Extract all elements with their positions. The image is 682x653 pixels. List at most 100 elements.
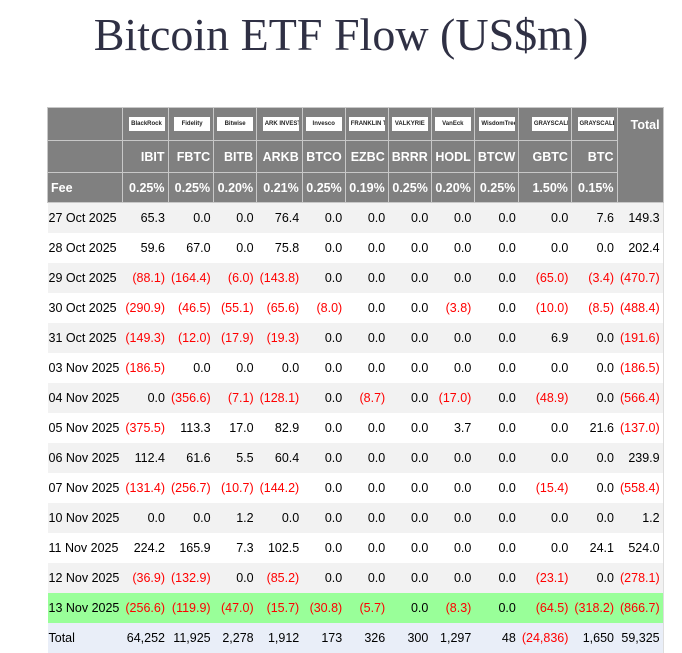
flow-cell: 0.0 — [431, 563, 475, 593]
flow-cell: 0.0 — [474, 293, 519, 323]
flow-cell: 0.0 — [388, 503, 432, 533]
fee-cell: 0.25% — [301, 172, 346, 203]
flow-cell: (65.0) — [518, 263, 572, 293]
row-total-cell: 524.0 — [617, 533, 664, 563]
page-title: Bitcoin ETF Flow (US$m) — [93, 9, 589, 60]
flow-cell: (15.7) — [256, 593, 303, 623]
date-cell: 03 Nov 2025 — [47, 353, 123, 383]
row-total-cell: (191.6) — [617, 323, 664, 353]
flow-cell: 0.0 — [518, 202, 572, 233]
flow-cell: (10.0) — [518, 293, 572, 323]
row-total-cell: (278.1) — [617, 563, 664, 593]
table-row: 06 Nov 2025 112.4 61.6 5.5 60.4 0.0 0.0 0.0 0.0 0… — [47, 443, 664, 473]
flow-cell: (5.7) — [345, 593, 389, 623]
flow-cell: 0.0 — [431, 233, 475, 263]
flow-cell: (6.0) — [213, 263, 257, 293]
flow-cell: 1.2 — [213, 503, 257, 533]
total-cell: 300 — [388, 623, 432, 653]
flow-cell: 0.0 — [474, 503, 519, 533]
flow-cell: 0.0 — [345, 503, 389, 533]
corner-cell — [47, 107, 123, 141]
row-total-cell: (566.4) — [617, 383, 664, 413]
logo-cell: ARK INVEST — [256, 107, 303, 141]
flow-cell: 0.0 — [571, 443, 617, 473]
ticker-header: IBIT — [121, 140, 169, 173]
flow-cell: 0.0 — [345, 413, 389, 443]
flow-cell: (55.1) — [213, 293, 257, 323]
table-row: 31 Oct 2025 (149.3) (12.0) (17.9) (19.3) 0.0 0… — [47, 323, 664, 353]
fee-row: Fee 0.25% 0.25% 0.20% 0.21% 0.25% 0.19% 0.25% 0.… — [47, 172, 664, 203]
flow-cell: (8.5) — [571, 293, 617, 323]
flow-cell: 0.0 — [431, 323, 475, 353]
row-total-cell: 1.2 — [617, 503, 664, 533]
flow-cell: 0.0 — [388, 443, 432, 473]
flow-cell: 65.3 — [122, 202, 168, 233]
flow-cell: 0.0 — [388, 563, 432, 593]
date-cell: 30 Oct 2025 — [47, 293, 123, 323]
issuer-logo: WisdomTree — [479, 117, 516, 132]
flow-cell: 0.0 — [345, 473, 389, 503]
flow-cell: 0.0 — [388, 473, 432, 503]
totals-row: Total 64,252 11,925 2,278 1,912 173 326 300 1,29… — [47, 623, 664, 653]
flow-cell: 0.0 — [388, 202, 432, 233]
flow-cell: 0.0 — [431, 533, 475, 563]
flow-cell: 0.0 — [571, 383, 617, 413]
flow-cell: 0.0 — [302, 533, 346, 563]
flow-cell: 0.0 — [431, 443, 475, 473]
flow-cell: 6.9 — [518, 323, 572, 353]
row-total-cell: (558.4) — [617, 473, 664, 503]
flow-cell: 0.0 — [168, 503, 214, 533]
fee-cell: 0.25% — [387, 172, 432, 203]
flow-cell: (47.0) — [213, 593, 257, 623]
flow-cell: 0.0 — [256, 353, 303, 383]
flow-cell: 0.0 — [302, 233, 346, 263]
issuer-logo: FRANKLIN TEMPLETON — [348, 117, 385, 132]
date-cell: 06 Nov 2025 — [47, 443, 123, 473]
flow-cell: (12.0) — [168, 323, 214, 353]
total-cell: 173 — [302, 623, 346, 653]
table-row: 13 Nov 2025 (256.6) (119.9) (47.0) (15.7) (30… — [47, 593, 664, 623]
flow-cell: 0.0 — [345, 353, 389, 383]
flow-cell: 24.1 — [571, 533, 617, 563]
total-cell: 59,325 — [617, 623, 664, 653]
flow-cell: (3.4) — [571, 263, 617, 293]
flow-cell: 61.6 — [168, 443, 214, 473]
logo-cell: VALKYRIE — [387, 107, 432, 141]
flow-cell: (85.2) — [256, 563, 303, 593]
ticker-header: BTCO — [301, 140, 346, 173]
flow-cell: (8.3) — [431, 593, 475, 623]
issuer-logo: GRAYSCALE — [577, 117, 614, 132]
total-cell: 11,925 — [168, 623, 214, 653]
flow-cell: 224.2 — [122, 533, 168, 563]
flow-cell: (64.5) — [518, 593, 572, 623]
flow-cell: 0.0 — [168, 202, 214, 233]
flow-cell: (318.2) — [571, 593, 617, 623]
ticker-header: ARKB — [256, 140, 303, 173]
ticker-header: BTCW — [473, 140, 520, 173]
flow-cell: (356.6) — [168, 383, 214, 413]
table-row: 30 Oct 2025 (290.9) (46.5) (55.1) (65.6) (8.0… — [47, 293, 664, 323]
flow-cell: 0.0 — [388, 593, 432, 623]
flow-cell: 112.4 — [122, 443, 168, 473]
flow-cell: 0.0 — [213, 353, 257, 383]
ticker-header: HODL — [430, 140, 475, 173]
flow-cell: 82.9 — [256, 413, 303, 443]
flow-cell: 7.6 — [571, 202, 617, 233]
flow-cell: (48.9) — [518, 383, 572, 413]
flow-cell: (30.8) — [302, 593, 346, 623]
ticker-header: BRRR — [387, 140, 432, 173]
row-total-cell: (186.5) — [617, 353, 664, 383]
flow-cell: 0.0 — [431, 263, 475, 293]
corner-cell — [47, 140, 123, 173]
flow-cell: 0.0 — [388, 353, 432, 383]
table-row: 12 Nov 2025 (36.9) (132.9) 0.0 (85.2) 0.0 0.0 0… — [47, 563, 664, 593]
flow-cell: 0.0 — [474, 533, 519, 563]
flow-cell: (65.6) — [256, 293, 303, 323]
flow-cell: 0.0 — [302, 353, 346, 383]
date-cell: 07 Nov 2025 — [47, 473, 123, 503]
fee-cell: 0.20% — [213, 172, 258, 203]
totals-label: Total — [47, 623, 123, 653]
flow-cell: (8.7) — [345, 383, 389, 413]
flow-cell: (15.4) — [518, 473, 572, 503]
issuer-logo: Invesco — [305, 117, 342, 132]
